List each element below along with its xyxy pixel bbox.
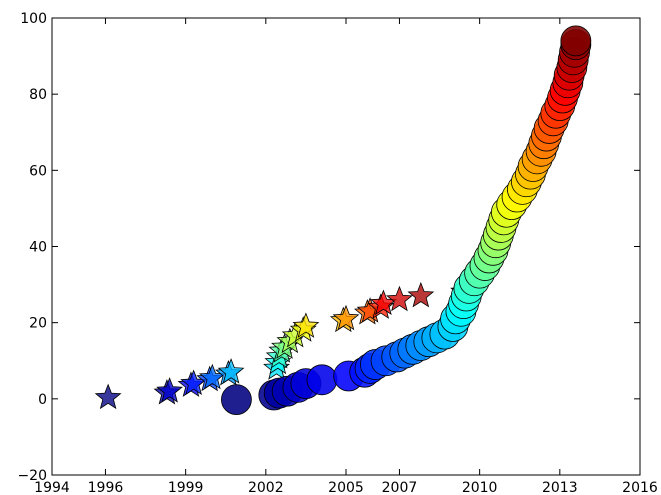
- circle-point: [560, 25, 592, 57]
- star-point: [386, 285, 413, 312]
- marks-layer: [94, 25, 592, 415]
- star-point: [217, 358, 245, 384]
- star-point: [156, 377, 184, 403]
- y-tick-label: 60: [29, 163, 47, 179]
- y-tick-label: −20: [17, 468, 47, 484]
- x-tick-label: 2016: [622, 480, 658, 495]
- x-tick-label: 2002: [248, 480, 284, 495]
- y-tick-label: 20: [29, 316, 47, 332]
- star-series: [94, 278, 478, 410]
- y-tick-label: 100: [20, 11, 47, 27]
- y-tick-label: 0: [38, 392, 47, 408]
- x-tick-label: 1994: [34, 480, 70, 495]
- x-tick-label: 1999: [168, 480, 204, 495]
- x-tick-label: 2013: [542, 480, 578, 495]
- x-tick-label: 2007: [382, 480, 418, 495]
- x-tick-label: 2005: [328, 480, 364, 495]
- x-tick-label: 2010: [462, 480, 498, 495]
- star-point: [292, 312, 320, 338]
- y-tick-label: 80: [29, 87, 47, 103]
- ticks-layer: 1994 1996 1999 2002 2005 2007 2010 2013 2016 −20 0…: [17, 11, 657, 495]
- star-point: [332, 304, 360, 331]
- x-tick-label: 1996: [88, 480, 124, 495]
- y-tick-label: 40: [29, 240, 47, 256]
- circle-series: [221, 25, 592, 415]
- star-point: [94, 383, 122, 410]
- circle-point: [221, 384, 252, 415]
- circle-point: [306, 364, 338, 396]
- star-point: [407, 281, 435, 308]
